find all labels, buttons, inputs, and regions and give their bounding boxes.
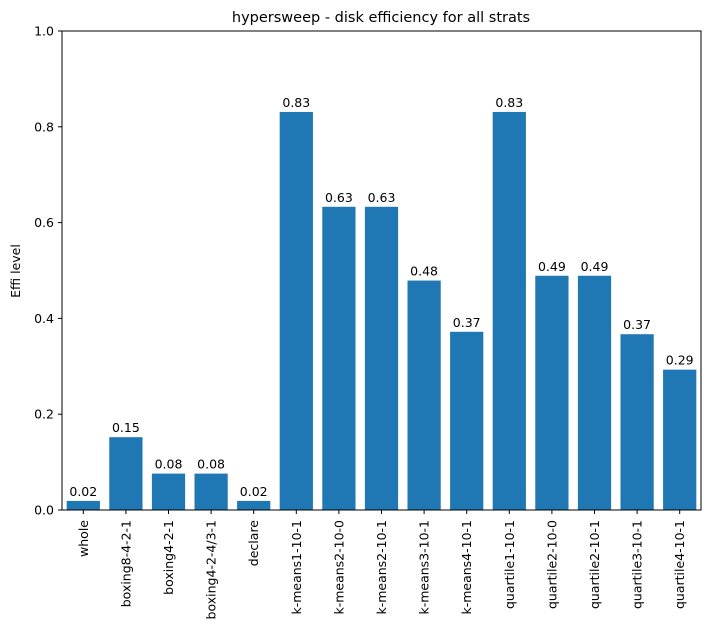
bar-value-label: 0.37 bbox=[453, 315, 481, 330]
x-tick-label: k-means3-10-1 bbox=[417, 520, 432, 615]
bar-value-label: 0.83 bbox=[282, 95, 310, 110]
bar-value-label: 0.63 bbox=[325, 190, 353, 205]
bar-quartile2-10-0 bbox=[535, 275, 569, 510]
y-tick-label: 0.2 bbox=[34, 407, 54, 422]
x-tick-label: k-means2-10-1 bbox=[374, 520, 389, 615]
y-tick-label: 0.8 bbox=[34, 119, 54, 134]
x-tick-label: boxing8-4-2-1 bbox=[118, 520, 133, 607]
bars-layer: 0.02 0.15 0.08 0.08 0.02 0.83 0.63 0.63 0.48 0.37… bbox=[66, 95, 697, 511]
x-tick-label: quartile2-10-0 bbox=[544, 520, 559, 609]
bar-value-label: 0.37 bbox=[623, 317, 651, 332]
bar-value-label: 0.08 bbox=[197, 457, 225, 472]
bar-k-means2-10-0 bbox=[322, 206, 356, 511]
bar-quartile4-10-1 bbox=[663, 369, 697, 510]
x-tick-label: quartile3-10-1 bbox=[630, 520, 645, 609]
bar-boxing4-2-4/3-1 bbox=[194, 473, 228, 510]
bar-declare bbox=[237, 500, 271, 510]
y-tick-label: 0.4 bbox=[34, 311, 54, 326]
bar-value-label: 0.49 bbox=[581, 259, 609, 274]
bar-quartile2-10-1 bbox=[577, 275, 612, 510]
x-tick-label: quartile2-10-1 bbox=[587, 520, 602, 609]
x-tick-label: whole bbox=[76, 520, 91, 557]
bar-k-means3-10-1 bbox=[407, 280, 441, 510]
chart-title: hypersweep - disk efficiency for all str… bbox=[232, 10, 530, 26]
bar-quartile1-10-1 bbox=[492, 111, 526, 510]
bar-value-label: 0.29 bbox=[666, 353, 694, 368]
bar-value-label: 0.63 bbox=[368, 190, 396, 205]
x-tick-label: boxing4-2-1 bbox=[161, 520, 176, 595]
y-axis-label: Effi level bbox=[8, 244, 23, 298]
x-tick-label: quartile4-10-1 bbox=[672, 520, 687, 609]
y-tick-label: 0.6 bbox=[34, 215, 54, 230]
bar-k-means1-10-1 bbox=[279, 111, 313, 510]
bar-value-label: 0.02 bbox=[69, 484, 97, 499]
x-tick-label: boxing4-2-4/3-1 bbox=[204, 520, 219, 619]
bar-whole bbox=[66, 500, 100, 510]
x-tick-label: quartile1-10-1 bbox=[502, 520, 517, 609]
bar-boxing8-4-2-1 bbox=[109, 437, 143, 510]
bar-k-means2-10-1 bbox=[364, 206, 399, 511]
bar-value-label: 0.15 bbox=[112, 420, 140, 435]
x-tick-label: k-means1-10-1 bbox=[289, 520, 304, 615]
y-tick-label: 0.0 bbox=[34, 503, 54, 518]
bar-value-label: 0.49 bbox=[538, 259, 566, 274]
bar-value-label: 0.48 bbox=[410, 264, 438, 279]
y-tick-label: 1.0 bbox=[34, 24, 54, 39]
bar-value-label: 0.83 bbox=[495, 95, 523, 110]
x-tick-label: k-means2-10-0 bbox=[331, 520, 346, 615]
x-tick-label: k-means4-10-1 bbox=[459, 520, 474, 615]
x-tick-label: declare bbox=[246, 520, 261, 566]
bar-value-label: 0.08 bbox=[155, 457, 183, 472]
axes-layer: 0.0 0.2 0.4 0.6 0.8 1.0 whole boxing8-4-2-1 boxi… bbox=[34, 24, 702, 619]
bar-quartile3-10-1 bbox=[620, 334, 654, 510]
bar-k-means4-10-1 bbox=[450, 331, 484, 510]
bar-boxing4-2-1 bbox=[151, 473, 186, 510]
bar-value-label: 0.02 bbox=[240, 484, 268, 499]
